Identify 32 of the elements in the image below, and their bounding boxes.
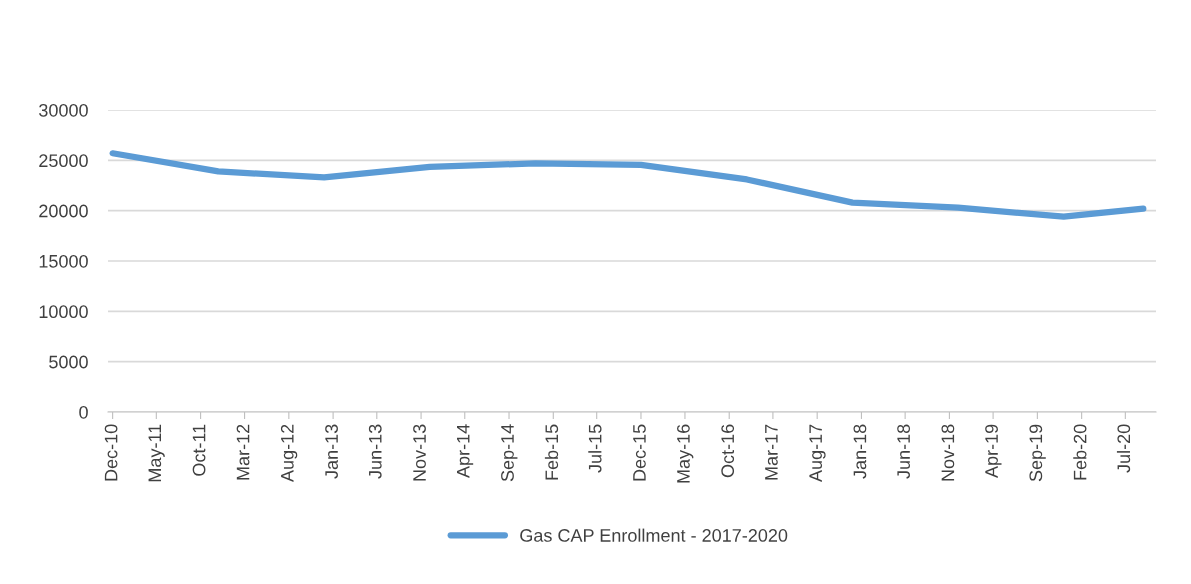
x-tick-label: Oct-16	[721, 424, 735, 478]
y-tick-label: 30000	[39, 103, 88, 117]
x-tick-label: Apr-19	[985, 424, 1002, 478]
x-tick-label: Mar-17	[765, 424, 778, 480]
legend-label: Gas CAP Enrollment - 2017-2020	[520, 528, 788, 542]
x-tick-label: May-11	[148, 424, 165, 482]
x-tick-label: Dec-15	[633, 424, 646, 481]
x-tick-label: Aug-12	[280, 424, 298, 482]
x-tick-label: Feb-15	[544, 424, 559, 480]
x-tick-label: Nov-13	[413, 424, 426, 481]
x-tick-label: Nov-18	[941, 424, 955, 481]
x-tick-label: Jan-13	[325, 424, 338, 479]
x-tick-label: Sep-19	[1029, 424, 1046, 482]
x-tick-label: Jul-15	[588, 424, 602, 473]
x-tick-label: Dec-10	[104, 424, 118, 481]
y-tick-label: 10000	[39, 305, 88, 319]
y-tick-label: 5000	[49, 355, 88, 369]
x-tick-label: Apr-14	[457, 424, 474, 478]
x-tick-label: Jul-20	[1116, 424, 1131, 473]
x-tick-label: Feb-20	[1073, 424, 1087, 480]
x-tick-label: Mar-12	[236, 424, 250, 480]
y-tick-label: 0	[79, 405, 88, 419]
y-tick-label: 15000	[39, 254, 88, 268]
x-tick-label: Jan-18	[853, 424, 867, 479]
x-tick-label: Sep-14	[501, 424, 518, 482]
x-tick-label: Jun-13	[368, 424, 382, 479]
y-tick-label: 25000	[39, 154, 88, 168]
x-tick-label: Jun-18	[897, 424, 910, 479]
x-tick-label: May-16	[677, 424, 694, 483]
y-tick-label: 20000	[39, 204, 88, 218]
x-tick-label: Oct-11	[192, 424, 206, 476]
x-tick-label: Aug-17	[809, 424, 826, 482]
